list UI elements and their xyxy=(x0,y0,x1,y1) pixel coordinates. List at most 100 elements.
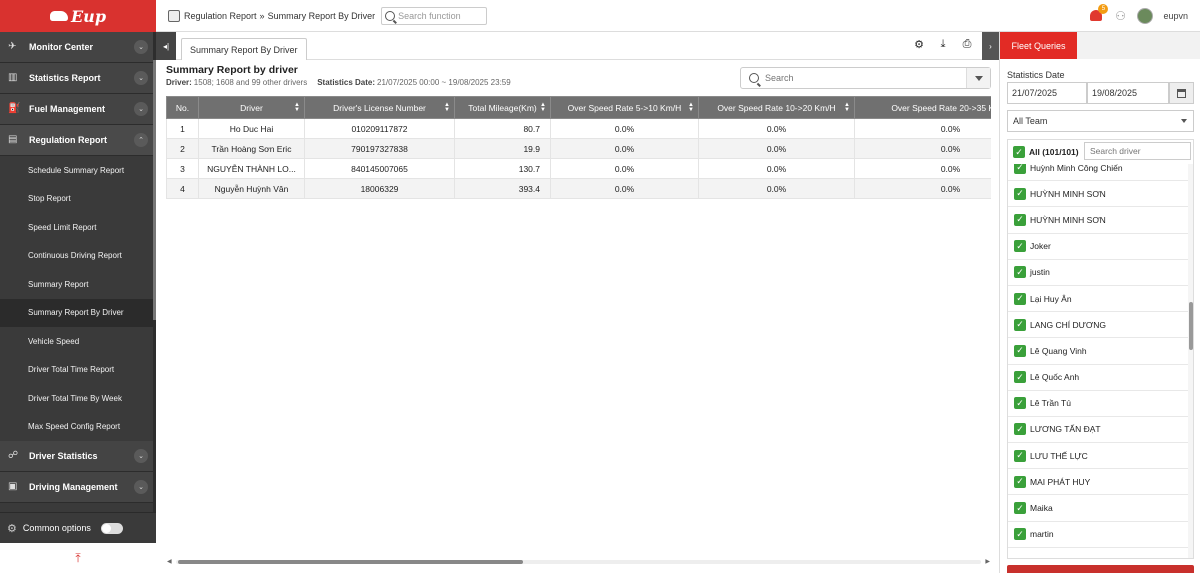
sidebar-item-monitor-center[interactable]: ✈ Monitor Center ⌄ xyxy=(0,32,156,63)
function-search-box[interactable] xyxy=(381,6,488,25)
logo-bar[interactable]: Eup xyxy=(0,0,156,32)
function-search-input[interactable] xyxy=(398,10,479,21)
chevron-down-icon[interactable]: ⌄ xyxy=(134,71,148,85)
scroll-left-icon[interactable]: ◀ xyxy=(167,559,172,565)
print-icon[interactable]: ⎙ xyxy=(962,37,972,50)
date-from-field[interactable]: 21/07/2025 xyxy=(1007,82,1087,104)
checkbox-checked-icon[interactable]: ✓ xyxy=(1014,449,1026,462)
table-row[interactable]: 3 NGUYỄN THÀNH LO... 840145007065 130.7 0.0%… xyxy=(166,158,991,179)
driver-list-item[interactable]: ✓ Lại Huy Ân xyxy=(1008,286,1188,313)
driver-list-item[interactable]: ✓ Huỳnh Minh Công Chiến xyxy=(1008,155,1188,182)
column-header-over-speed-rate-5-10-km-h[interactable]: Over Speed Rate 5->10 Km/H ▲ ▼ xyxy=(550,96,699,119)
driver-list-scrollbar[interactable] xyxy=(1188,164,1193,558)
search-button[interactable]: Search xyxy=(1007,565,1194,573)
driver-search-input[interactable] xyxy=(1084,142,1191,160)
sidebar-subitem-driver-total-time-by-week[interactable]: Driver Total Time By Week xyxy=(28,393,122,403)
report-table-container[interactable]: No. Driver ▲ ▼ Driver's License Number ▲ ▼ Tota… xyxy=(166,96,991,556)
chevron-down-icon[interactable]: ⌄ xyxy=(134,102,148,116)
date-to-field[interactable]: 19/08/2025 xyxy=(1087,82,1169,104)
column-header-total-mileage-km[interactable]: Total Mileage(Km) ▲ ▼ xyxy=(454,96,551,119)
chevron-up-icon[interactable]: ⌃ xyxy=(134,133,148,147)
checkbox-checked-icon[interactable]: ✓ xyxy=(1014,292,1026,305)
sort-icon[interactable]: ▲ ▼ xyxy=(540,102,546,113)
scroll-to-top-button[interactable]: ⤒ xyxy=(0,543,156,573)
checkbox-checked-icon[interactable]: ✓ xyxy=(1014,528,1026,541)
driver-list-item[interactable]: ✓ MAI PHÁT HUY xyxy=(1008,469,1188,496)
driver-list-item[interactable]: ✓ Joker xyxy=(1008,234,1188,260)
chevron-down-icon[interactable]: ⌄ xyxy=(134,449,148,463)
driver-list-item[interactable]: ✓ justin xyxy=(1008,260,1188,286)
table-search-box[interactable] xyxy=(740,67,991,89)
driver-list-item[interactable]: ✓ LƯU THẾ LỰC xyxy=(1008,443,1188,470)
driver-list-item[interactable]: ✓ martin xyxy=(1008,522,1188,548)
download-icon[interactable]: ⤓ xyxy=(940,37,946,50)
sidebar-item-statistics-report[interactable]: ▥ Statistics Report ⌄ xyxy=(0,63,156,94)
checkbox-checked-icon[interactable]: ✓ xyxy=(1014,318,1026,331)
sort-icon[interactable]: ▲ ▼ xyxy=(844,102,850,113)
filter-button[interactable] xyxy=(966,68,990,88)
table-row[interactable]: 1 Ho Duc Hai 010209117872 80.7 0.0% 0.0% 0.0% xyxy=(166,118,991,139)
sidebar-subitem-vehicle-speed[interactable]: Vehicle Speed xyxy=(28,336,80,346)
sort-icon[interactable]: ▲ ▼ xyxy=(444,102,450,113)
table-search-input[interactable] xyxy=(765,73,955,83)
driver-list-item[interactable]: ✓ LANG CHÍ DƯƠNG xyxy=(1008,312,1188,339)
checkbox-checked-icon[interactable]: ✓ xyxy=(1014,161,1026,174)
notification-bell-icon[interactable]: 5 xyxy=(1089,4,1109,23)
driver-list-item[interactable]: ✓ LƯƠNG TẤN ĐẠT xyxy=(1008,417,1188,444)
column-header-driver-s-license-number[interactable]: Driver's License Number ▲ ▼ xyxy=(304,96,455,119)
avatar[interactable] xyxy=(1137,8,1154,24)
checkbox-checked-icon[interactable]: ✓ xyxy=(1014,344,1026,357)
chevron-down-icon[interactable]: ⌄ xyxy=(134,480,148,494)
checkbox-checked-icon[interactable]: ✓ xyxy=(1014,213,1026,226)
sidebar-subitem-summary-report[interactable]: Summary Report xyxy=(28,279,89,289)
driver-list-item[interactable]: ✓ Lê Quang Vinh xyxy=(1008,338,1188,365)
team-select[interactable]: All Team xyxy=(1007,110,1194,132)
chevron-down-icon[interactable]: ⌄ xyxy=(134,40,148,54)
sidebar-subitem-max-speed-config-report[interactable]: Max Speed Config Report xyxy=(28,422,121,432)
checkbox-checked-icon[interactable]: ✓ xyxy=(1013,146,1025,158)
sidebar-item-driver-statistics[interactable]: ☍ Driver Statistics ⌄ xyxy=(0,441,156,472)
sidebar-scrollbar-thumb[interactable] xyxy=(153,60,156,320)
checkbox-checked-icon[interactable]: ✓ xyxy=(1014,397,1026,410)
checkbox-checked-icon[interactable]: ✓ xyxy=(1014,423,1026,436)
table-row[interactable]: 4 Nguyễn Huỳnh Vân 18006329 393.4 0.0% 0.0% 0.… xyxy=(166,178,991,199)
column-header-over-speed-rate-20-35-km-h[interactable]: Over Speed Rate 20->35 Km/H▲▼ xyxy=(854,96,991,119)
checkbox-checked-icon[interactable]: ✓ xyxy=(1014,502,1026,515)
sidebar-subitem-driver-total-time-report[interactable]: Driver Total Time Report xyxy=(28,365,115,375)
column-header-over-speed-rate-10-20-km-h[interactable]: Over Speed Rate 10->20 Km/H ▲ ▼ xyxy=(698,96,855,119)
toggle-query-panel-button[interactable]: › xyxy=(982,32,999,60)
checkbox-checked-icon[interactable]: ✓ xyxy=(1014,475,1026,488)
sidebar-item-driving-management[interactable]: ▣ Driving Management ⌄ xyxy=(0,472,156,503)
tab-fleet-queries[interactable]: Fleet Queries xyxy=(1000,32,1077,59)
sort-icon[interactable]: ▲ ▼ xyxy=(688,102,694,113)
driver-list-item[interactable]: ✓ Maika xyxy=(1008,495,1188,522)
common-options-toggle[interactable] xyxy=(100,522,123,534)
collapse-sidebar-button[interactable]: ◂| xyxy=(156,32,176,60)
driver-list-item[interactable]: ✓ Lê Quốc Anh xyxy=(1008,365,1188,391)
users-icon[interactable]: ⚇ xyxy=(1115,9,1126,23)
checkbox-checked-icon[interactable]: ✓ xyxy=(1014,266,1026,279)
breadcrumb-item[interactable]: Summary Report By Driver xyxy=(267,10,376,21)
sidebar-subitem-stop-report[interactable]: Stop Report xyxy=(28,194,71,204)
horizontal-scrollbar-thumb[interactable] xyxy=(178,560,523,564)
sidebar-subitem-continuous-driving-report[interactable]: Continuous Driving Report xyxy=(28,251,122,261)
table-row[interactable]: 2 Trần Hoàng Sơn Eric 790197327838 19.9 0.0%… xyxy=(166,138,991,159)
sort-icon[interactable]: ▲ ▼ xyxy=(294,102,300,113)
sidebar-item-fuel-management[interactable]: ⛽ Fuel Management ⌄ xyxy=(0,94,156,125)
sidebar-subitem-speed-limit-report[interactable]: Speed Limit Report xyxy=(28,222,97,232)
checkbox-checked-icon[interactable]: ✓ xyxy=(1014,240,1026,253)
driver-list-item[interactable]: ✓ Lê Trần Tú xyxy=(1008,391,1188,417)
tab-summary-report-by-driver[interactable]: Summary Report By Driver xyxy=(181,38,307,60)
driver-list-scrollbar-thumb[interactable] xyxy=(1189,302,1193,350)
breadcrumb-item[interactable]: Regulation Report xyxy=(184,10,257,21)
calendar-button[interactable] xyxy=(1169,82,1194,104)
select-all-drivers[interactable]: ✓ All (101/101) xyxy=(1008,140,1193,164)
horizontal-scrollbar[interactable]: ◀ ▶ xyxy=(166,558,991,565)
scroll-right-icon[interactable]: ▶ xyxy=(985,559,990,565)
sidebar-subitem-summary-report-by-driver[interactable]: Summary Report By Driver xyxy=(0,298,156,327)
driver-list-item[interactable]: ✓ HUỲNH MINH SƠN xyxy=(1008,207,1188,234)
driver-list-item[interactable]: ✓ HUỲNH MINH SƠN xyxy=(1008,181,1188,208)
checkbox-checked-icon[interactable]: ✓ xyxy=(1014,371,1026,384)
column-header-driver[interactable]: Driver ▲ ▼ xyxy=(198,96,305,119)
column-header-no[interactable]: No. xyxy=(166,96,199,119)
